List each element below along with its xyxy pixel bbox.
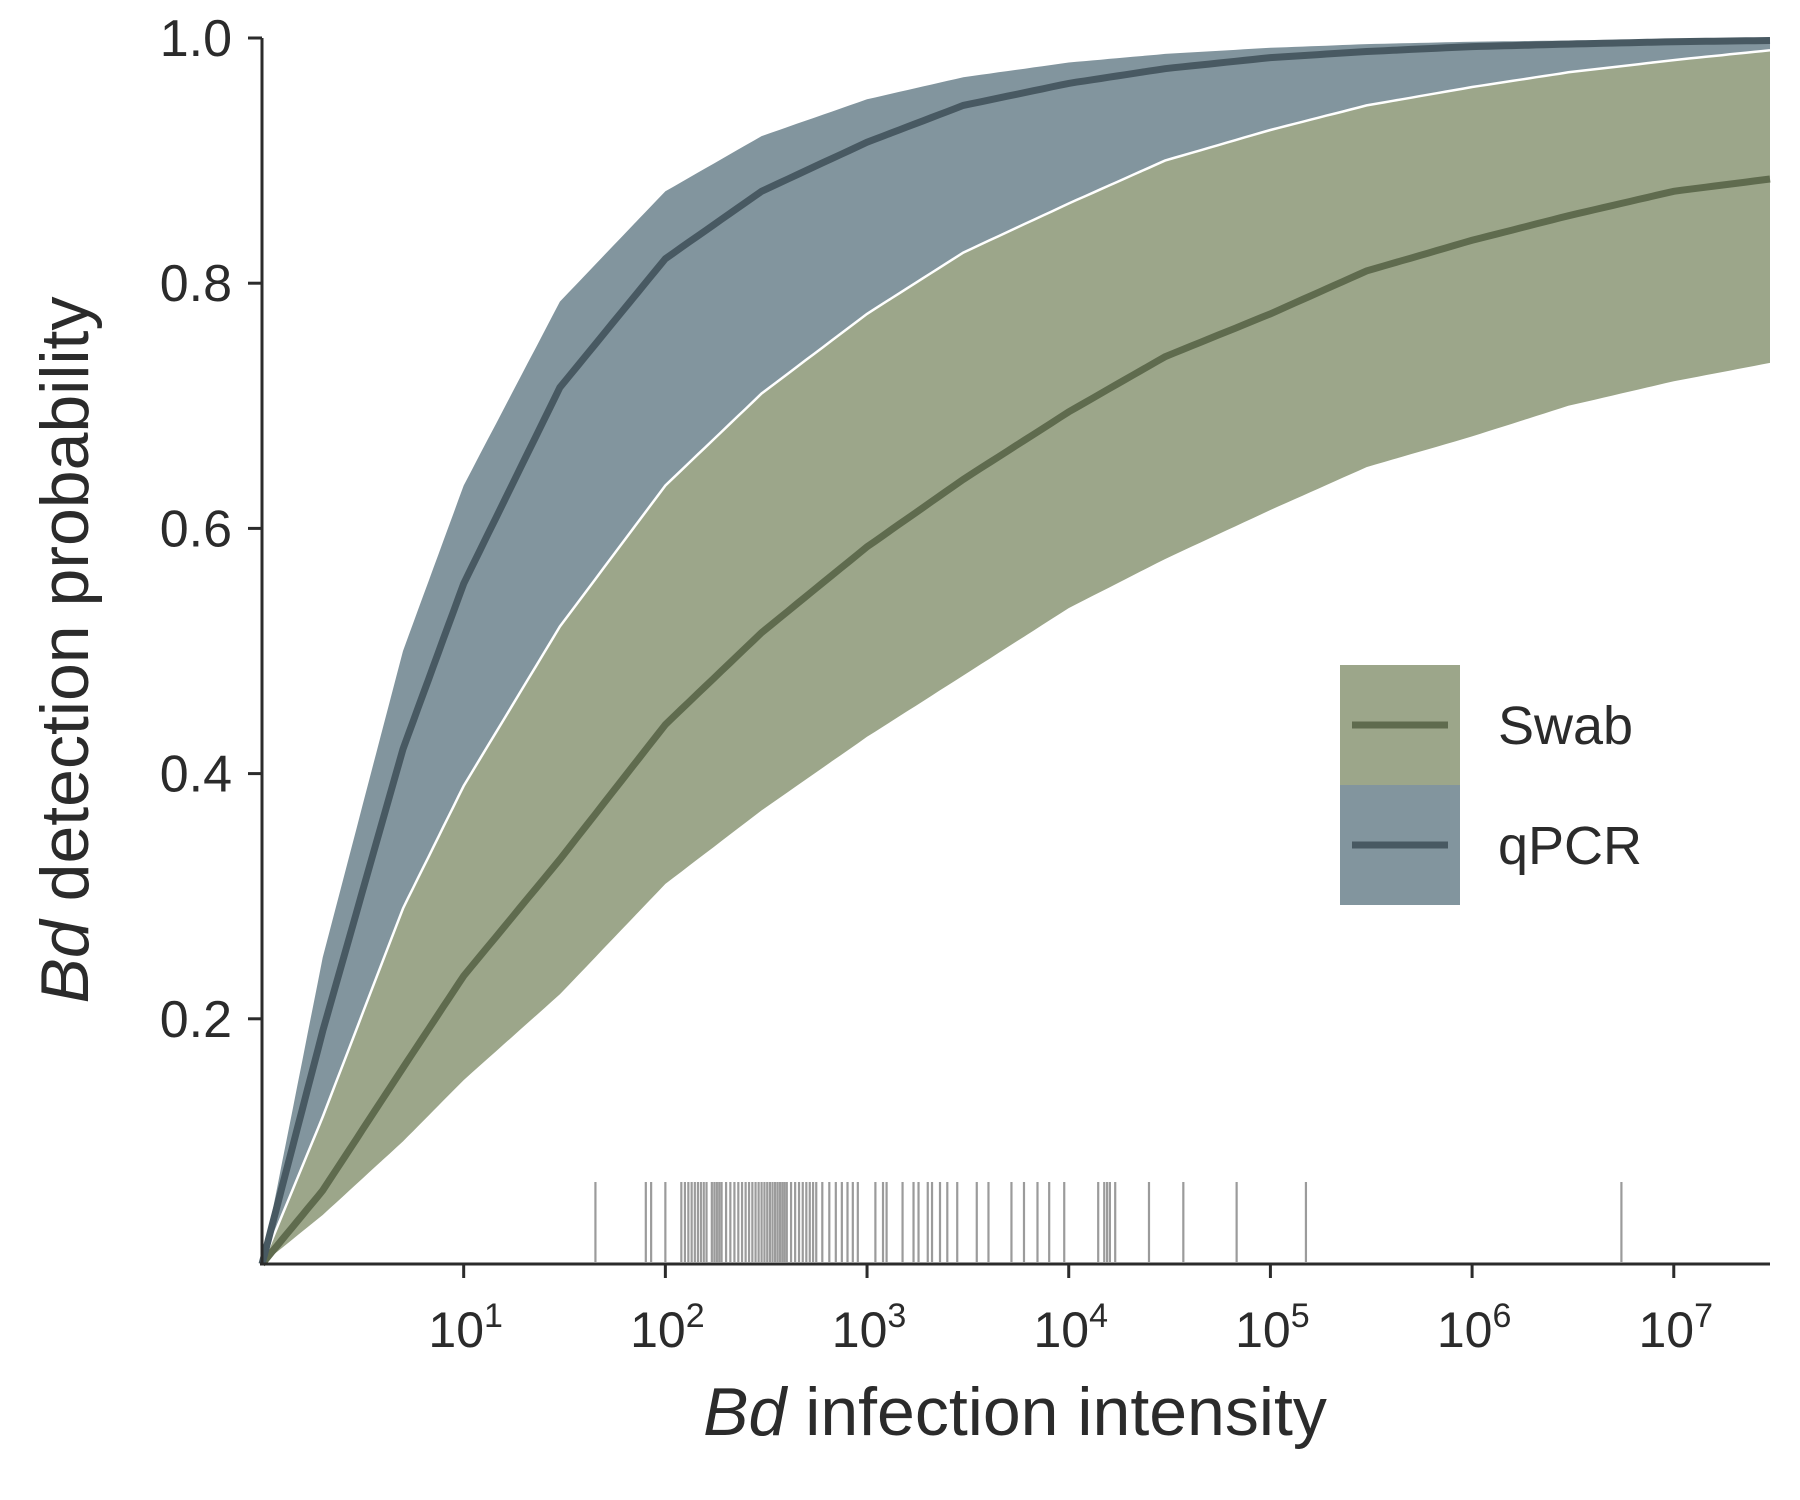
series-lines-group — [258, 37, 1771, 1267]
y-tick-label: 0.4 — [160, 746, 232, 804]
qpcr-band-group — [260, 38, 1771, 1265]
x-axis-title: Bd infection intensity — [703, 1374, 1327, 1450]
x-axis-title-italic: Bd — [703, 1374, 788, 1450]
rug-group — [594, 1182, 1623, 1262]
x-ticks-group: 101 102 103 104 105 106 107 — [428, 1264, 1713, 1358]
x-tick-label: 105 — [1235, 1297, 1310, 1358]
x-tick-label: 102 — [630, 1297, 705, 1358]
qpcr-mean-line — [258, 37, 1771, 1265]
x-axis-title-rest: infection intensity — [786, 1374, 1327, 1450]
x-tick-label: 103 — [832, 1297, 907, 1358]
x-tick-label: 107 — [1638, 1297, 1713, 1358]
qpcr-confidence-band — [262, 38, 1770, 1264]
legend: Swab qPCR — [1340, 665, 1642, 905]
band-boundary-line — [260, 49, 1771, 1265]
legend-qpcr-label: qPCR — [1498, 816, 1642, 876]
swab-band-group — [262, 50, 1770, 1264]
y-tick-label: 0.2 — [160, 991, 232, 1049]
swab-mean-line — [259, 175, 1771, 1267]
y-axis-title: Bd detection probability — [27, 297, 103, 1004]
legend-swab-label: Swab — [1498, 696, 1633, 756]
y-tick-label: 0.8 — [160, 255, 232, 313]
y-axis-title-rest: detection probability — [27, 297, 103, 921]
y-tick-label: 1.0 — [160, 10, 232, 68]
y-axis-title-italic: Bd — [27, 918, 103, 1003]
y-tick-label: 0.6 — [160, 500, 232, 558]
y-ticks-group: 0.2 0.4 0.6 0.8 1.0 — [160, 10, 262, 1049]
swab-confidence-band — [262, 50, 1770, 1264]
x-tick-label: 104 — [1033, 1297, 1108, 1358]
x-tick-label: 101 — [428, 1297, 503, 1358]
x-tick-label: 106 — [1437, 1297, 1512, 1358]
